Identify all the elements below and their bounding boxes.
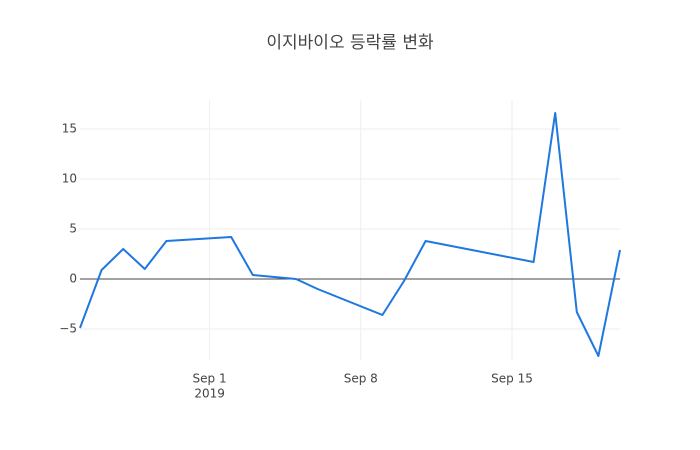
y-tick-label: 10	[62, 172, 77, 186]
y-tick-label: 5	[69, 222, 77, 236]
chart-title: 이지바이오 등락률 변화	[266, 33, 434, 53]
y-tick-label: −5	[59, 322, 77, 336]
y-tick-label: 0	[69, 272, 77, 286]
x-tick-label: Sep 15	[491, 372, 533, 386]
x-tick-label: Sep 8	[344, 372, 378, 386]
y-tick-label: 15	[62, 122, 77, 136]
x-tick-label: Sep 1	[193, 372, 227, 386]
data-line	[79, 112, 621, 357]
x-tick-label: 2019	[194, 387, 225, 401]
